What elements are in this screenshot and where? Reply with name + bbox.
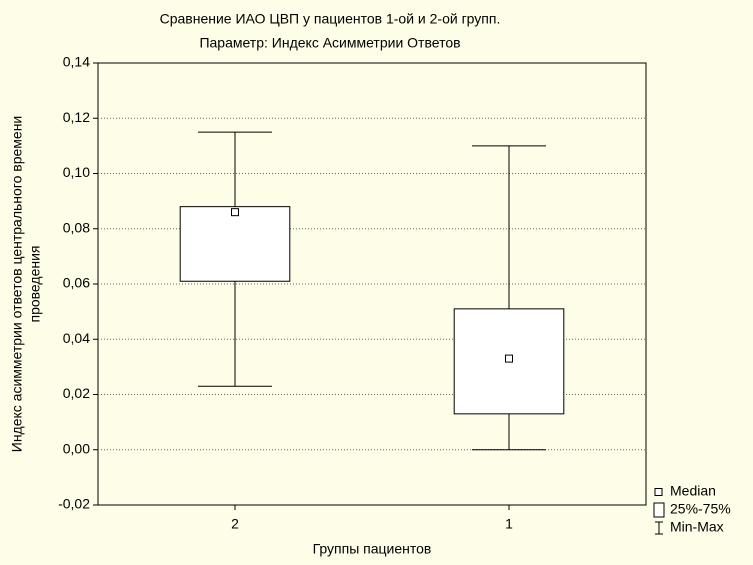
x-axis-title: Группы пациентов (313, 541, 432, 557)
legend-median-icon (654, 488, 663, 496)
legend-box-icon (653, 502, 665, 518)
legend-label: 25%-75% (670, 501, 731, 517)
legend-label: Min-Max (670, 519, 724, 535)
x-tick-label: 2 (231, 516, 239, 532)
y-tick-label: 0,08 (63, 219, 90, 235)
median (231, 208, 239, 217)
y-tick-label: 0,00 (63, 440, 90, 456)
y-axis-title: проведения (27, 246, 43, 323)
chart-title: Сравнение ИАО ЦВП у пациентов 1-ой и 2-о… (160, 11, 501, 27)
y-tick-label: 0,14 (63, 54, 90, 70)
box (179, 206, 291, 282)
y-tick-label: 0,04 (63, 330, 90, 346)
y-tick-label: 0,10 (63, 164, 90, 180)
y-tick-label: 0,06 (63, 275, 90, 291)
legend-label: Median (670, 483, 716, 499)
x-tick-label: 1 (505, 516, 513, 532)
chart-subtitle: Параметр: Индекс Асимметрии Ответов (199, 35, 460, 51)
y-tick-label: -0,02 (58, 496, 90, 512)
y-axis-title: Индекс асимметрии ответов центрального в… (9, 116, 25, 452)
y-tick-label: 0,12 (63, 109, 90, 125)
median (505, 354, 513, 363)
y-tick-label: 0,02 (63, 385, 90, 401)
